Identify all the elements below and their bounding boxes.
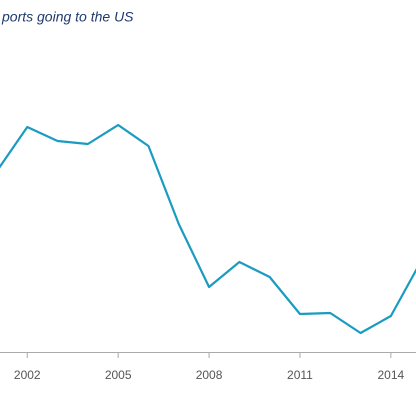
- data-line: [0, 123, 416, 335]
- chart-title: ports going to the US: [1, 9, 134, 25]
- x-tick-label: 2014: [378, 368, 405, 382]
- x-tick-label: 2005: [105, 368, 132, 382]
- x-tick-label: 2008: [196, 368, 223, 382]
- x-tick-label: 2002: [14, 368, 41, 382]
- x-tick-label: 2011: [287, 368, 313, 382]
